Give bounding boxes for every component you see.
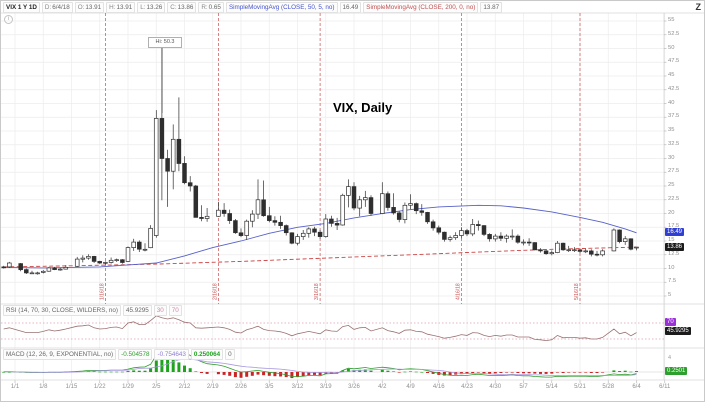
hi-annotation[interactable]: Hi: 50.3: [148, 37, 182, 48]
price-tick-label: 10: [668, 264, 675, 271]
price-tick-label: 50: [668, 44, 675, 51]
price-tick-label: 20: [668, 209, 675, 216]
macd-label-row: MACD (12, 26, 9, EXPONENTIAL, no) -0.504…: [3, 349, 235, 360]
field-key: D:: [44, 3, 52, 11]
field-key: H:: [109, 3, 116, 11]
rsi-value-badge: 45.9295: [665, 327, 691, 335]
date-tick-label: 5/14: [545, 384, 558, 390]
svg-text:4/16/18: 4/16/18: [455, 283, 461, 300]
field-key: C:: [170, 3, 177, 11]
rsi-study-label[interactable]: RSI (14, 70, 30, CLOSE, WILDERS, no): [3, 305, 121, 316]
price-tick-label: 35: [668, 127, 675, 133]
chart-title-annotation[interactable]: VIX, Daily: [333, 100, 393, 115]
ohlc-date-chip: D: 6/4/18: [41, 1, 73, 13]
price-tick-label: 45: [668, 72, 675, 78]
svg-text:3/16/18: 3/16/18: [314, 283, 320, 300]
field-value: 13.91: [85, 3, 102, 11]
date-tick-label: 1/1: [10, 384, 20, 390]
date-tick-label: 1/29: [122, 384, 134, 390]
last-price-badge: 13.86: [665, 243, 685, 251]
date-tick-label: 4/23: [461, 384, 473, 390]
date-tick-label: 4/16: [432, 384, 445, 390]
macd-tick-label: 4: [668, 355, 672, 362]
date-tick-label: 3/12: [291, 384, 304, 390]
chart-header: VIX 1 Y 1D D: 6/4/18 O: 13.91 H: 13.91 L: 13…: [3, 1, 503, 13]
date-tick-label: 4/30: [489, 384, 502, 390]
field-key: L:: [140, 3, 146, 11]
rsi-label-row: RSI (14, 70, 30, CLOSE, WILDERS, no) 45.…: [3, 305, 182, 316]
price-tick-label: 40: [668, 99, 675, 106]
price-tick-label: 37.5: [668, 113, 680, 120]
rsi-current-value: 45.9295: [123, 305, 152, 316]
price-tick-label: 42.5: [668, 85, 680, 92]
date-tick-label: 3/5: [265, 384, 274, 390]
price-tick-label: 30: [668, 154, 675, 161]
date-tick-label: 2/12: [178, 384, 191, 390]
date-tick-label: 6/11: [659, 384, 671, 390]
date-tick-label: 1/22: [93, 384, 106, 390]
price-tick-label: 22.5: [668, 195, 680, 202]
field-value: 0.65: [208, 3, 221, 11]
date-tick-label: 4/2: [378, 384, 387, 390]
sma200-study-value: 13.87: [480, 1, 503, 13]
price-tick-label: 47.5: [668, 58, 680, 65]
macd-hist-badge: 0.2501: [665, 367, 688, 375]
date-tick-label: 1/8: [39, 384, 48, 390]
low-chip: L: 13.26: [137, 1, 166, 13]
macd-hist-value: 0.250064: [190, 349, 224, 360]
rsi-overbought-value: 70: [168, 305, 182, 316]
rsi-overbought-badge: 70: [665, 318, 676, 326]
symbol-label[interactable]: VIX 1 Y 1D: [3, 1, 40, 13]
sma50-price-badge: 16.49: [665, 228, 685, 236]
price-tick-label: 12.5: [668, 250, 680, 257]
date-tick-label: 2/26: [235, 384, 247, 390]
field-value: 13.86: [177, 3, 194, 11]
macd-study-label[interactable]: MACD (12, 26, 9, EXPONENTIAL, no): [3, 349, 117, 360]
price-axis[interactable]: 55 52.5 50 47.5 45 42.5 40 37.5 35 32.5 30 27.5 25 22…: [664, 1, 704, 401]
svg-text:5/16/18: 5/16/18: [574, 283, 580, 300]
info-icon[interactable]: i: [4, 15, 13, 24]
field-key: R:: [201, 3, 208, 11]
svg-text:2/16/18: 2/16/18: [212, 283, 218, 300]
sma200-study-label[interactable]: SimpleMovingAvg (CLOSE, 200, 0, no): [363, 1, 479, 13]
range-chip: R: 0.65: [198, 1, 224, 13]
price-tick-label: 25: [668, 182, 675, 188]
date-tick-label: 5/21: [574, 384, 586, 390]
macd-signal-value: -0.754643: [154, 349, 189, 360]
price-tick-label: 7.5: [668, 278, 677, 285]
macd-zero-value: 0: [225, 349, 235, 360]
field-key: O:: [77, 3, 85, 11]
date-tick-label: 5/28: [602, 384, 615, 390]
price-tick-label: 32.5: [668, 140, 680, 147]
price-tick-label: 55: [668, 17, 675, 23]
time-axis[interactable]: 1/1 1/8 1/15 1/22 1/29 2/5 2/12 2/19 2/26 3/5 3/12…: [1, 384, 704, 396]
sma50-study-label[interactable]: SimpleMovingAvg (CLOSE, 50, 5, no): [225, 1, 338, 13]
rsi-oversold-value: 30: [153, 305, 167, 316]
date-tick-label: 6/4: [632, 384, 641, 390]
sma50-study-value: 16.49: [339, 1, 362, 13]
price-tick-label: 52.5: [668, 30, 680, 37]
field-value: 6/4/18: [52, 3, 70, 11]
price-tick-label: 17.5: [668, 223, 680, 230]
price-tick-label: 15: [668, 237, 675, 243]
close-chip: C: 13.86: [167, 1, 197, 13]
date-tick-label: 1/15: [65, 384, 78, 390]
open-chip: O: 13.91: [74, 1, 105, 13]
price-tick-label: 5: [668, 292, 672, 298]
field-value: 13.91: [116, 3, 133, 11]
svg-text:1/16/18: 1/16/18: [99, 283, 105, 300]
field-value: 13.26: [146, 3, 163, 11]
corner-logo-z-icon: Z: [695, 2, 702, 12]
high-chip: H: 13.91: [106, 1, 136, 13]
date-tick-label: 3/26: [348, 384, 360, 390]
macd-line-value: -0.504578: [118, 349, 153, 360]
price-tick-label: 27.5: [668, 168, 680, 175]
date-tick-label: 4/9: [406, 384, 415, 390]
date-tick-label: 2/5: [152, 384, 161, 390]
date-tick-label: 3/19: [319, 384, 332, 390]
date-tick-label: 5/7: [519, 384, 528, 390]
date-tick-label: 2/19: [206, 384, 219, 390]
